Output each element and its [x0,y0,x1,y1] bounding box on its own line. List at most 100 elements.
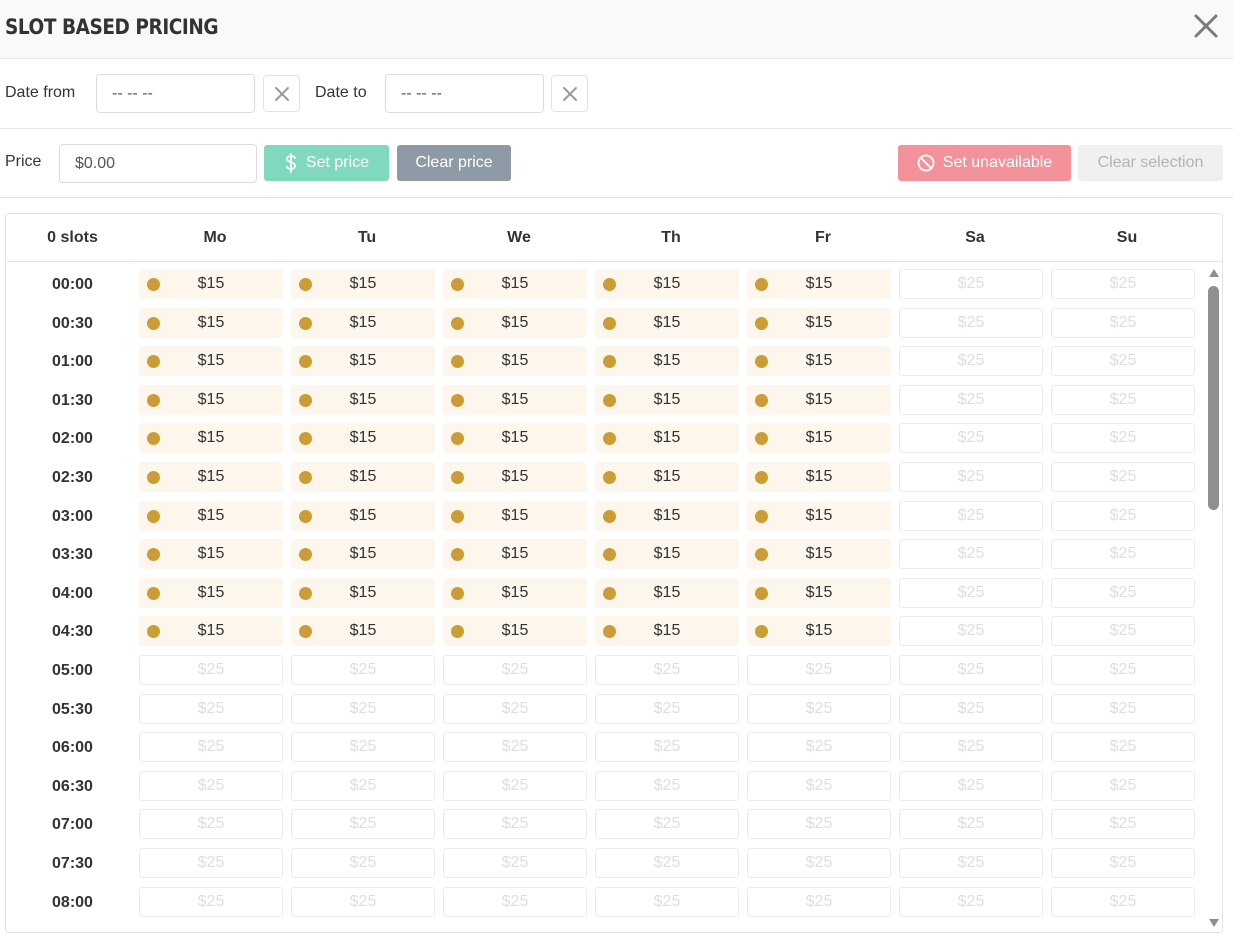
slot-cell[interactable]: $25 [1051,693,1195,724]
slot-cell[interactable]: $25 [443,732,587,763]
slot-cell[interactable]: $25 [899,346,1043,377]
slot-cell[interactable]: $25 [291,693,435,724]
slot-cell[interactable]: $25 [291,848,435,878]
slot-cell[interactable]: $15 [139,423,283,454]
slot-cell[interactable]: $25 [595,770,739,801]
slot-cell[interactable]: $25 [139,886,283,917]
slot-cell[interactable]: $25 [139,655,283,685]
slot-cell[interactable]: $15 [443,384,587,415]
slot-cell[interactable]: $25 [747,848,891,878]
slot-cell[interactable]: $25 [1051,346,1195,377]
slot-cell[interactable]: $15 [747,462,891,492]
slot-cell[interactable]: $25 [1051,269,1195,299]
price-input[interactable]: $0.00 [59,144,257,183]
slot-cell[interactable]: $15 [139,462,283,492]
time-label[interactable]: 05:00 [52,662,93,679]
slot-cell[interactable]: $15 [443,269,587,299]
slot-cell[interactable]: $15 [139,384,283,415]
slot-cell[interactable]: $15 [443,577,587,608]
slot-cell[interactable]: $15 [747,307,891,338]
slot-cell[interactable]: $15 [595,423,739,454]
slot-cell[interactable]: $15 [595,500,739,531]
slot-cell[interactable]: $25 [899,732,1043,763]
slot-cell[interactable]: $25 [139,770,283,801]
slot-cell[interactable]: $15 [443,500,587,531]
slot-cell[interactable]: $15 [139,539,283,570]
slot-cell[interactable]: $25 [139,732,283,763]
time-label[interactable]: 06:30 [52,777,93,795]
scroll-up-icon[interactable] [1208,268,1220,278]
time-label[interactable]: 02:30 [52,469,93,486]
slot-cell[interactable]: $25 [899,423,1043,454]
slot-cell[interactable]: $25 [595,693,739,724]
clear-date-from-button[interactable] [263,75,300,112]
day-header-we[interactable]: We [507,229,531,246]
slot-cell[interactable]: $15 [595,616,739,647]
slot-cell[interactable]: $25 [1051,655,1195,685]
slot-cell[interactable]: $25 [747,732,891,763]
slot-cell[interactable]: $15 [747,346,891,377]
time-label[interactable]: 00:00 [52,276,93,293]
slot-cell[interactable]: $15 [443,423,587,454]
slot-cell[interactable]: $15 [291,539,435,570]
slot-cell[interactable]: $25 [1051,809,1195,840]
slot-cell[interactable]: $25 [747,770,891,801]
slot-cell[interactable]: $25 [899,848,1043,878]
slot-cell[interactable]: $25 [291,809,435,840]
time-label[interactable]: 00:30 [52,314,93,332]
slot-cell[interactable]: $25 [443,848,587,878]
slot-cell[interactable]: $25 [1051,770,1195,801]
slot-cell[interactable]: $15 [291,307,435,338]
slot-cell[interactable]: $25 [899,577,1043,608]
slot-cell[interactable]: $25 [899,809,1043,840]
slot-cell[interactable]: $15 [291,577,435,608]
slot-cell[interactable]: $15 [747,616,891,647]
slot-cell[interactable]: $15 [291,616,435,647]
date-from-input[interactable]: -- -- -- [96,74,255,113]
slot-cell[interactable]: $15 [443,307,587,338]
slot-cell[interactable]: $15 [291,269,435,299]
slot-cell[interactable]: $25 [291,770,435,801]
slot-cell[interactable]: $15 [747,384,891,415]
slot-cell[interactable]: $25 [595,886,739,917]
slot-cell[interactable]: $15 [139,269,283,299]
slot-cell[interactable]: $15 [747,577,891,608]
slot-cell[interactable]: $25 [291,732,435,763]
slot-cell[interactable]: $25 [443,886,587,917]
slot-cell[interactable]: $15 [595,384,739,415]
slot-cell[interactable]: $15 [139,346,283,377]
slot-cell[interactable]: $15 [291,462,435,492]
clear-date-to-button[interactable] [551,75,588,112]
slot-cell[interactable]: $25 [899,693,1043,724]
slot-cell[interactable]: $15 [291,346,435,377]
slot-cell[interactable]: $15 [595,346,739,377]
slot-cell[interactable]: $25 [1051,500,1195,531]
slot-cell[interactable]: $25 [899,886,1043,917]
slot-cell[interactable]: $15 [595,269,739,299]
slot-cell[interactable]: $25 [899,462,1043,492]
vertical-scrollbar[interactable] [1206,263,1222,932]
time-label[interactable]: 07:00 [52,816,93,834]
slot-cell[interactable]: $25 [899,269,1043,299]
slot-cell[interactable]: $15 [443,346,587,377]
slot-cell[interactable]: $25 [899,655,1043,685]
day-header-tu[interactable]: Tu [357,229,377,246]
scrollbar-thumb[interactable] [1208,286,1219,510]
slot-cell[interactable]: $25 [1051,732,1195,763]
day-header-sa[interactable]: Sa [965,229,985,246]
slot-cell[interactable]: $25 [443,655,587,685]
scroll-down-icon[interactable] [1208,918,1220,928]
slot-cell[interactable]: $25 [747,809,891,840]
time-label[interactable]: 01:30 [52,391,93,409]
day-header-fr[interactable]: Fr [815,229,831,246]
slot-cell[interactable]: $25 [595,848,739,878]
slot-cell[interactable]: $25 [291,886,435,917]
slot-cell[interactable]: $15 [139,616,283,647]
time-label[interactable]: 05:30 [52,700,93,718]
slot-cell[interactable]: $25 [595,732,739,763]
slot-cell[interactable]: $15 [291,500,435,531]
slot-cell[interactable]: $25 [747,655,891,685]
slot-cell[interactable]: $15 [595,577,739,608]
slot-cell[interactable]: $25 [899,500,1043,531]
slot-cell[interactable]: $25 [747,693,891,724]
